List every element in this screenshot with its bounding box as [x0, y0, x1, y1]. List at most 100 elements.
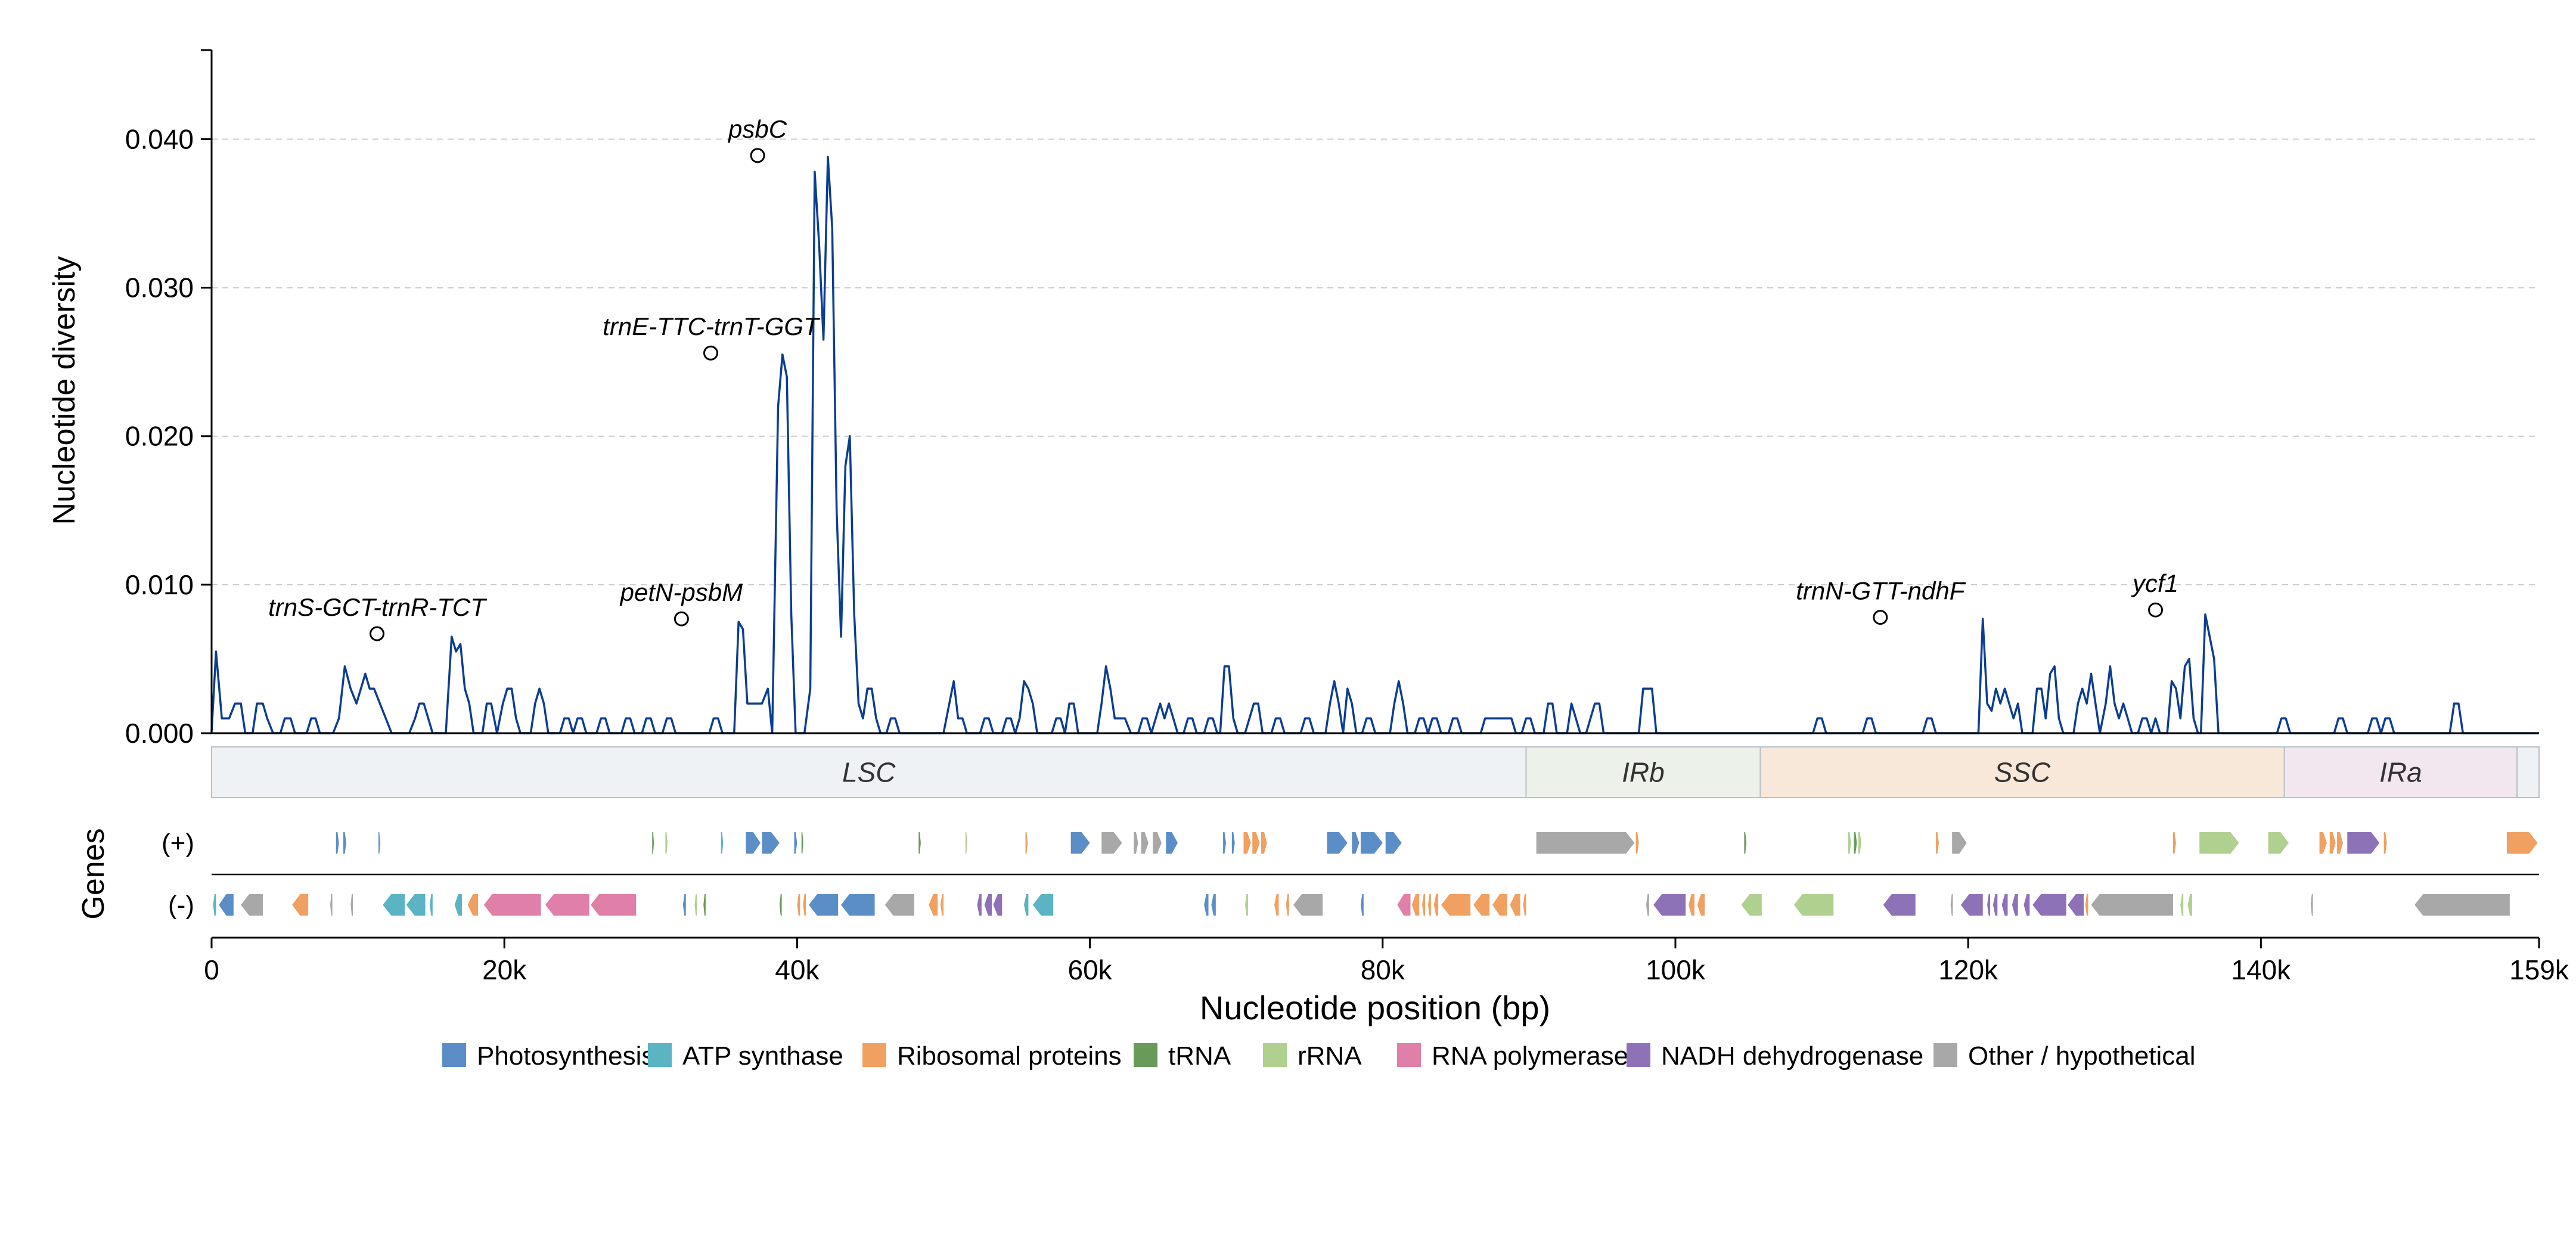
gene-arrow: [2268, 832, 2289, 854]
gene-arrow: [1134, 832, 1138, 854]
gene-arrow: [652, 832, 654, 854]
region-box: [2283, 746, 2518, 798]
legend-label: ATP synthase: [682, 1041, 843, 1071]
plus-strand-label: (+): [162, 829, 194, 858]
gene-arrow: [993, 894, 1003, 916]
gene-arrow: [1141, 832, 1149, 854]
gene-arrow: [1360, 832, 1383, 854]
legend-label: Other / hypothetical: [1968, 1041, 2196, 1071]
gene-arrow: [1858, 832, 1861, 854]
gene-arrow: [2001, 894, 2008, 916]
gene-arrow: [1327, 832, 1348, 854]
gene-arrow: [803, 894, 806, 916]
peak-label: trnE-TTC-trnT-GGT: [603, 312, 821, 340]
gene-arrow: [1987, 894, 1991, 916]
gene-arrow: [1243, 832, 1251, 854]
gene-arrow: [1360, 894, 1364, 916]
gene-arrow: [2347, 832, 2380, 854]
x-tick-label: 0: [204, 954, 219, 985]
region-label: LSC: [842, 757, 896, 788]
peak-annotations: trnS-GCT-trnR-TCT petN-psbM trnE-TTC-trnT-…: [268, 115, 2178, 641]
gene-arrow: [1274, 894, 1279, 916]
legend-swatch: [1627, 1043, 1650, 1067]
legend-swatch: [862, 1043, 886, 1067]
x-tick-label: 80k: [1361, 954, 1405, 985]
x-tick-label: 159k: [2509, 954, 2569, 985]
x-tick-label: 40k: [775, 954, 820, 985]
legend-swatch: [648, 1043, 672, 1067]
gene-arrow: [1744, 832, 1747, 854]
gene-arrow: [2023, 894, 2030, 916]
legend-label: Photosynthesis: [477, 1041, 654, 1071]
gene-arrow: [1433, 894, 1439, 916]
peak-label: trnN-GTT-ndhF: [1796, 577, 1966, 605]
gene-arrow: [746, 832, 761, 854]
peak-label: ycf1: [2131, 569, 2178, 597]
x-tick-label: 20k: [482, 954, 527, 985]
gene-arrow: [591, 894, 637, 916]
gene-arrow: [1523, 894, 1526, 916]
gene-arrow: [809, 894, 839, 916]
minus-strand-label: (-): [168, 891, 194, 920]
peak-label: trnS-GCT-trnR-TCT: [268, 593, 488, 621]
region-box: [1759, 746, 2285, 798]
gene-arrow: [779, 894, 782, 916]
gene-arrow: [1352, 832, 1360, 854]
legend-label: tRNA: [1168, 1041, 1231, 1071]
gene-arrow: [2414, 894, 2510, 916]
gene-arrow: [941, 894, 944, 916]
gene-arrow: [1960, 894, 1983, 916]
gene-arrow: [965, 832, 967, 854]
gene-arrow: [378, 832, 380, 854]
gene-arrow: [213, 894, 216, 916]
peak-marker: [703, 345, 718, 361]
gene-arrow: [2085, 894, 2088, 916]
gene-arrow: [977, 894, 982, 916]
gene-arrow: [841, 894, 875, 916]
grid-lines: [212, 138, 2539, 585]
legend-label: RNA polymerase: [1432, 1041, 1628, 1071]
legend-label: NADH dehydrogenase: [1661, 1041, 1923, 1071]
gene-arrow: [1536, 832, 1635, 854]
peak-marker: [2148, 602, 2164, 618]
genome-regions: LSC IRb SSC IRa: [211, 746, 2540, 798]
x-tick-label: 140k: [2231, 954, 2291, 985]
y-axis-label: Nucleotide diversity: [47, 256, 82, 525]
gene-arrow: [1070, 832, 1090, 854]
gene-arrow: [2310, 894, 2313, 916]
region-label: SSC: [1994, 757, 2051, 788]
gene-arrow: [350, 894, 353, 916]
legend-swatch: [1933, 1043, 1957, 1067]
gene-arrow: [1646, 894, 1649, 916]
diversity-line: [210, 156, 2539, 734]
gene-arrow: [2187, 894, 2192, 916]
genes-track-label: Genes: [76, 828, 111, 919]
gene-arrow: [1441, 894, 1471, 916]
gene-arrow: [1952, 832, 1967, 854]
legend-swatch: [1397, 1043, 1421, 1067]
gene-arrow: [1411, 894, 1420, 916]
x-tick-label: 60k: [1067, 954, 1112, 985]
gene-arrow: [1231, 832, 1235, 854]
gene-arrow: [1697, 894, 1705, 916]
gene-arrow: [1153, 832, 1162, 854]
legend-label: Ribosomal proteins: [897, 1041, 1122, 1071]
gene-arrow: [383, 894, 405, 916]
y-tick-label: 0.000: [125, 718, 194, 749]
gene-arrow: [1204, 894, 1209, 916]
gene-arrow: [1397, 894, 1411, 916]
gene-arrow: [1950, 894, 1953, 916]
gene-arrow: [2383, 832, 2387, 854]
gene-arrow: [1936, 832, 1939, 854]
gene-arrow: [467, 894, 478, 916]
legend-label: rRNA: [1298, 1041, 1362, 1071]
gene-arrow: [682, 894, 686, 916]
gene-arrow: [1385, 832, 1402, 854]
gene-arrow: [1848, 832, 1851, 854]
gene-arrow: [1244, 894, 1248, 916]
gene-arrow: [2329, 832, 2336, 854]
gene-arrow: [1793, 894, 1834, 916]
x-axis-label: Nucleotide position (bp): [1200, 989, 1550, 1026]
gene-arrow: [2068, 894, 2084, 916]
gene-arrow: [2319, 832, 2327, 854]
